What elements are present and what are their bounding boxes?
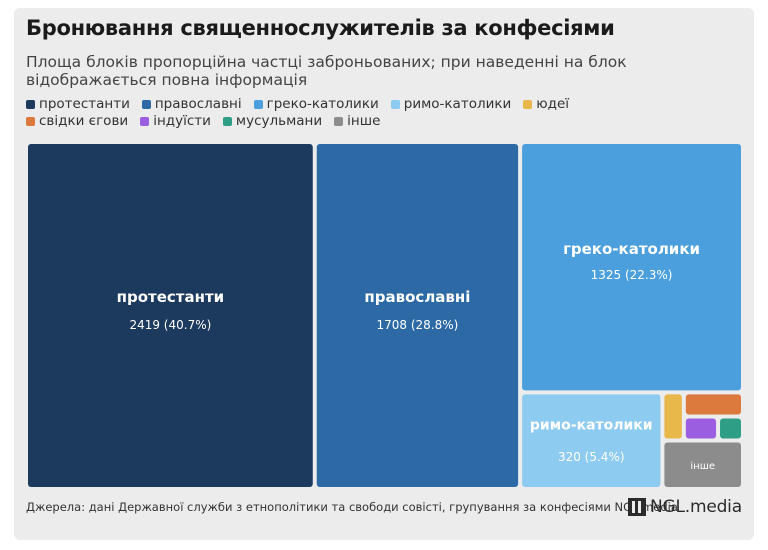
chart-title: Бронювання священнослужителів за конфесі…: [26, 16, 615, 40]
legend-item[interactable]: юдеї: [523, 96, 569, 113]
legend-label: інше: [347, 113, 381, 129]
treemap-block-other[interactable]: [664, 442, 741, 487]
legend-label: свідки єгови: [39, 113, 129, 129]
legend-swatch: [390, 100, 400, 109]
chart-subtitle: Площа блоків пропорційна частці заброньо…: [26, 53, 627, 89]
legend-swatch: [141, 100, 151, 109]
legend: протестанти православні греко-католики римо…: [26, 96, 646, 130]
legend-item[interactable]: римо-католики: [390, 96, 512, 113]
block-label: греко-католики: [563, 240, 700, 258]
brand-name: NGL.media: [650, 497, 742, 517]
legend-label: мусульмани: [235, 113, 323, 129]
legend-item[interactable]: свідки єгови: [26, 113, 128, 130]
treemap-block-jehovahs-witnesses[interactable]: [685, 394, 741, 415]
legend-item[interactable]: православні: [141, 96, 242, 113]
block-value: 320 (5.4%): [558, 450, 625, 464]
block-value: 1708 (28.8%): [377, 318, 459, 332]
block-label: православні: [364, 288, 470, 306]
legend-label: юдеї: [536, 96, 570, 112]
legend-swatch: [140, 117, 150, 126]
treemap-block-jews[interactable]: [664, 394, 682, 439]
legend-swatch: [334, 117, 344, 126]
legend-label: греко-католики: [266, 96, 379, 112]
legend-label: індуїсти: [153, 113, 211, 129]
treemap-block-protestants[interactable]: [28, 144, 313, 487]
legend-item[interactable]: протестанти: [26, 96, 130, 113]
treemap-block-hindus[interactable]: [685, 418, 717, 439]
legend-label: римо-католики: [403, 96, 512, 112]
legend-item[interactable]: інше: [334, 113, 380, 130]
treemap-block-orthodox[interactable]: [316, 144, 519, 487]
block-label: римо-католики: [530, 418, 653, 434]
ngl-logo-icon: [628, 498, 646, 516]
treemap-block-muslims[interactable]: [720, 418, 741, 439]
legend-swatch: [26, 100, 35, 109]
block-label: протестанти: [117, 288, 225, 306]
legend-swatch: [253, 100, 263, 109]
legend-swatch: [523, 100, 533, 109]
source-note: Джерела: дані Державної служби з етнопол…: [26, 500, 678, 514]
legend-swatch: [222, 117, 232, 126]
brand: NGL.media: [628, 497, 742, 517]
treemap-block-roman-catholics[interactable]: [522, 394, 661, 487]
block-value: 1325 (22.3%): [591, 268, 673, 282]
legend-item[interactable]: індуїсти: [140, 113, 211, 130]
legend-label: протестанти: [39, 96, 130, 112]
legend-swatch: [26, 117, 35, 126]
block-value: 2419 (40.7%): [129, 318, 211, 332]
legend-item[interactable]: мусульмани: [222, 113, 323, 130]
legend-item[interactable]: греко-католики: [253, 96, 379, 113]
legend-label: православні: [154, 96, 242, 112]
block-label: інше: [690, 460, 715, 472]
treemap-block-greek-catholics[interactable]: [522, 144, 741, 391]
